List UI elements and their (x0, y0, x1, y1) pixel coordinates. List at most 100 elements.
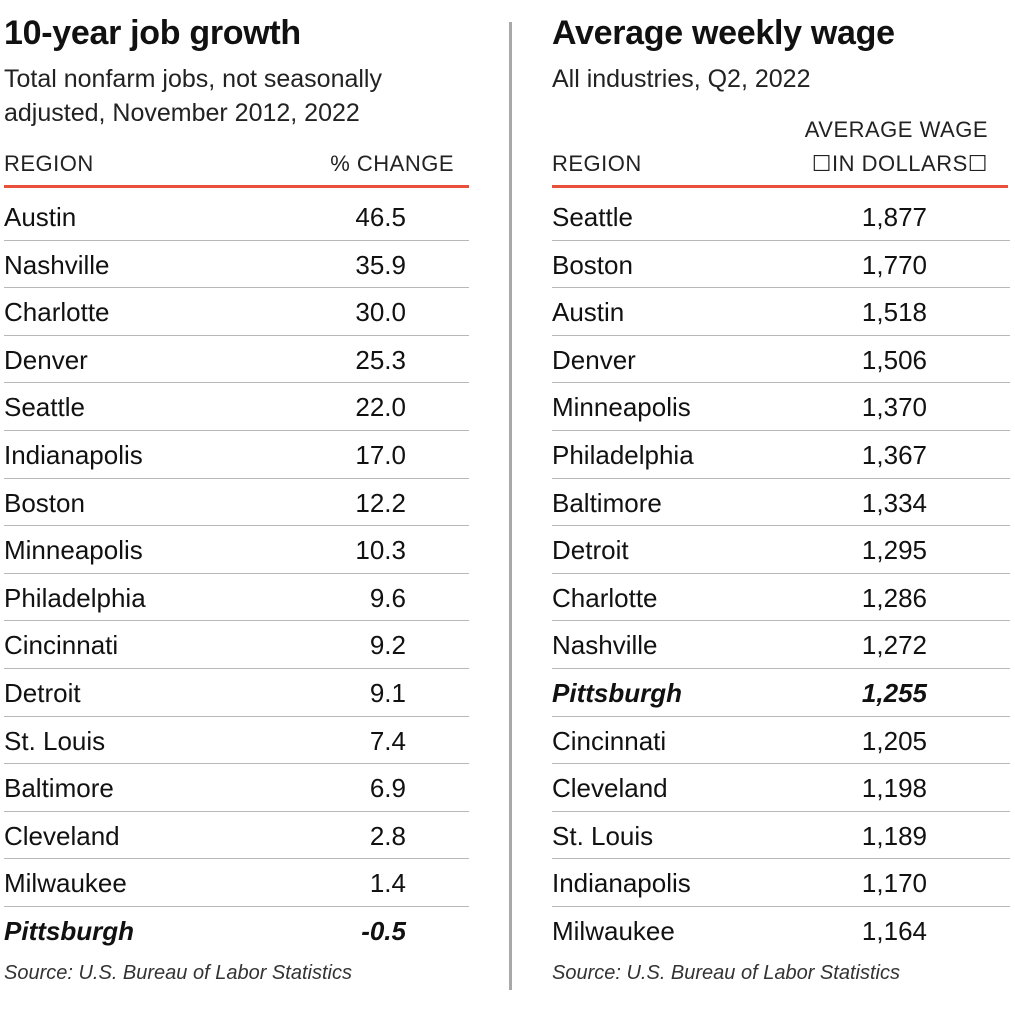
job-growth-region-label: Milwaukee (4, 868, 127, 899)
weekly-wage-region-label: Philadelphia (552, 439, 694, 470)
job-growth-table-row: Nashville 35.9 (4, 241, 469, 289)
weekly-wage-value-label: 1,334 (861, 487, 927, 518)
job-growth-value-label: 9.6 (369, 582, 406, 613)
weekly-wage-table-row: St. Louis 1,189 (552, 812, 1010, 860)
job-growth-value-label: 6.9 (369, 773, 406, 804)
job-growth-table-row: Baltimore 6.9 (4, 764, 469, 812)
job-growth-region-label: Cincinnati (4, 630, 119, 661)
weekly-wage-table-row: Minneapolis 1,370 (552, 383, 1010, 431)
weekly-wage-table-row: Pittsburgh 1,255 (552, 669, 1010, 717)
job-growth-table-row: Cleveland 2.8 (4, 812, 469, 860)
weekly-wage-source: Source: U.S. Bureau of Labor Statistics (552, 962, 900, 984)
job-growth-region-label: Indianapolis (4, 439, 143, 470)
job-growth-table-row: Milwaukee 1.4 (4, 859, 469, 907)
weekly-wage-region-label: Indianapolis (552, 868, 691, 899)
job-growth-value-label: 9.1 (369, 677, 406, 708)
weekly-wage-region-header: REGION (552, 151, 642, 176)
weekly-wage-table-row: Charlotte 1,286 (552, 574, 1010, 622)
job-growth-change-header: % CHANGE (330, 151, 454, 176)
weekly-wage-region-label: Milwaukee (552, 915, 675, 946)
weekly-wage-value-label: 1,272 (861, 630, 927, 661)
weekly-wage-value-label: 1,367 (861, 439, 927, 470)
weekly-wage-header-rule (552, 185, 1008, 188)
job-growth-value-label: 12.2 (355, 487, 406, 518)
weekly-wage-value-label: 1,877 (861, 202, 927, 232)
weekly-wage-value-label: 1,255 (861, 677, 927, 708)
weekly-wage-table-row: Seattle 1,877 (552, 193, 1010, 241)
job-growth-region-label: Seattle (4, 392, 85, 423)
job-growth-value-label: 30.0 (355, 297, 406, 328)
job-growth-region-label: Nashville (4, 249, 110, 280)
weekly-wage-region-label: Charlotte (552, 582, 658, 613)
job-growth-value-label: 10.3 (355, 535, 406, 566)
job-growth-table-row: Philadelphia 9.6 (4, 574, 469, 622)
job-growth-table-row: Cincinnati 9.2 (4, 621, 469, 669)
job-growth-value-label: 35.9 (355, 249, 406, 280)
job-growth-region-label: Pittsburgh (4, 915, 134, 946)
job-growth-subtitle: Total nonfarm jobs, not seasonally adjus… (4, 65, 382, 127)
job-growth-region-label: Denver (4, 344, 88, 375)
job-growth-value-label: 1.4 (369, 868, 406, 899)
job-growth-value-label: -0.5 (361, 915, 406, 946)
weekly-wage-region-label: St. Louis (552, 820, 654, 851)
job-growth-value-label: 17.0 (355, 439, 406, 470)
job-growth-region-label: Baltimore (4, 773, 114, 804)
weekly-wage-region-label: Pittsburgh (552, 677, 682, 708)
job-growth-header-rule (4, 185, 469, 188)
weekly-wage-region-label: Cleveland (552, 773, 668, 804)
job-growth-region-label: Cleveland (4, 820, 120, 851)
weekly-wage-value-label: 1,370 (861, 392, 927, 423)
weekly-wage-table-row: Detroit 1,295 (552, 526, 1010, 574)
job-growth-table-row: Indianapolis 17.0 (4, 431, 469, 479)
job-growth-value-label: 9.2 (369, 630, 406, 661)
job-growth-value-label: 46.5 (355, 202, 406, 232)
weekly-wage-region-label: Minneapolis (552, 392, 691, 423)
weekly-wage-table-row: Philadelphia 1,367 (552, 431, 1010, 479)
weekly-wage-value-label: 1,189 (861, 820, 927, 851)
job-growth-table-row: Denver 25.3 (4, 336, 469, 384)
job-growth-rows: Austin 46.5 Nashville 35.9 Charlotte 30.0 Denv… (4, 193, 469, 955)
job-growth-region-header: REGION (4, 151, 94, 176)
weekly-wage-title: Average weekly wage (552, 14, 895, 52)
job-growth-region-label: Charlotte (4, 297, 110, 328)
weekly-wage-region-label: Denver (552, 344, 636, 375)
job-growth-table-row: Seattle 22.0 (4, 383, 469, 431)
weekly-wage-table-row: Denver 1,506 (552, 336, 1010, 384)
weekly-wage-value-label: 1,164 (861, 915, 927, 946)
job-growth-region-label: Minneapolis (4, 535, 143, 566)
job-growth-table-row: Detroit 9.1 (4, 669, 469, 717)
weekly-wage-value-label: 1,286 (861, 582, 927, 613)
weekly-wage-unit-header: ☐IN DOLLARS☐ (811, 151, 988, 176)
weekly-wage-value-label: 1,295 (861, 535, 927, 566)
job-growth-table-row: St. Louis 7.4 (4, 717, 469, 765)
weekly-wage-table-row: Cincinnati 1,205 (552, 717, 1010, 765)
job-growth-value-label: 2.8 (369, 820, 406, 851)
job-growth-region-label: Philadelphia (4, 582, 146, 613)
weekly-wage-table-row: Indianapolis 1,170 (552, 859, 1010, 907)
job-growth-region-label: Boston (4, 487, 85, 518)
weekly-wage-value-label: 1,770 (861, 249, 927, 280)
weekly-wage-table-row: Boston 1,770 (552, 241, 1010, 289)
weekly-wage-region-label: Baltimore (552, 487, 662, 518)
weekly-wage-table-row: Austin 1,518 (552, 288, 1010, 336)
weekly-wage-table-row: Cleveland 1,198 (552, 764, 1010, 812)
job-growth-value-label: 7.4 (369, 725, 406, 756)
job-growth-region-label: Detroit (4, 677, 81, 708)
weekly-wage-region-label: Cincinnati (552, 725, 667, 756)
weekly-wage-rows: Seattle 1,877 Boston 1,770 Austin 1,518 Denver… (552, 193, 1010, 955)
weekly-wage-value-label: 1,506 (861, 344, 927, 375)
job-growth-table-row: Boston 12.2 (4, 479, 469, 527)
weekly-wage-region-label: Detroit (552, 535, 629, 566)
weekly-wage-region-label: Austin (552, 297, 625, 328)
job-growth-region-label: St. Louis (4, 725, 106, 756)
weekly-wage-region-label: Boston (552, 249, 633, 280)
job-growth-table-row: Minneapolis 10.3 (4, 526, 469, 574)
weekly-wage-region-label: Nashville (552, 630, 658, 661)
job-growth-region-label: Austin (4, 202, 77, 232)
weekly-wage-region-label: Seattle (552, 202, 633, 232)
weekly-wage-value-label: 1,198 (861, 773, 927, 804)
job-growth-table-row: Charlotte 30.0 (4, 288, 469, 336)
job-growth-title: 10-year job growth (4, 14, 301, 52)
job-growth-table-row: Austin 46.5 (4, 193, 469, 241)
weekly-wage-table-row: Baltimore 1,334 (552, 479, 1010, 527)
